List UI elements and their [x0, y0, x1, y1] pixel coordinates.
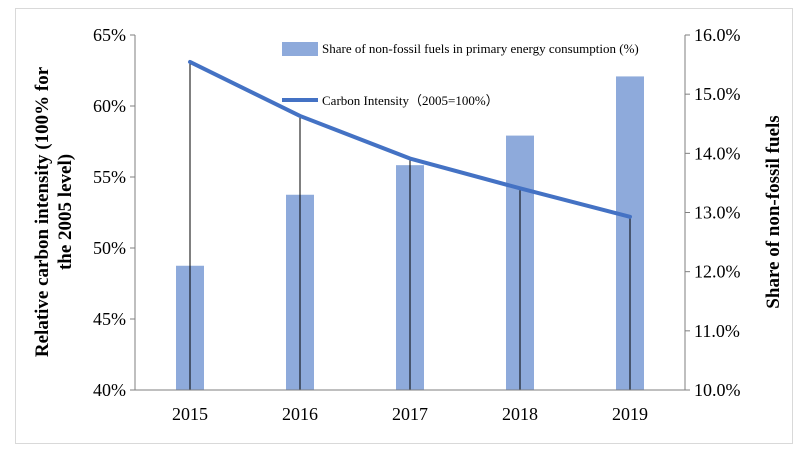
- y-right-tick-label: 10.0%: [694, 380, 741, 400]
- x-tick-label: 2019: [612, 404, 648, 424]
- legend: Share of non-fossil fuels in primary ene…: [282, 41, 639, 108]
- x-tick-label: 2018: [502, 404, 538, 424]
- y-right-tick-label: 12.0%: [694, 262, 741, 282]
- y-left-tick-label: 40%: [93, 380, 126, 400]
- y-right-tick-label: 15.0%: [694, 84, 741, 104]
- y-right-tick-label: 14.0%: [694, 143, 741, 163]
- axes-layer: 40% 45% 50% 55% 60% 65% 10.0% 11.0% 12.0% 13.0% 14…: [93, 25, 741, 424]
- line-point-2017: [409, 158, 411, 160]
- y-right-tick-label: 16.0%: [694, 25, 741, 45]
- line-layer: [188, 59, 632, 219]
- legend-swatch-bar: [282, 42, 318, 56]
- y-left-axis-title-line1: Relative carbon intensity (100% for: [32, 66, 53, 357]
- line-point-2018: [519, 187, 521, 189]
- y-left-tick-label: 45%: [93, 309, 126, 329]
- y-left-tick-label: 60%: [93, 96, 126, 116]
- line-point-2019: [629, 216, 631, 218]
- y-left-tick-label: 65%: [93, 25, 126, 45]
- y-left-tick-label: 50%: [93, 238, 126, 258]
- legend-label-line: Carbon Intensity（2005=100%）: [322, 93, 499, 108]
- y-right-axis-title: Share of non-fossil fuels: [763, 115, 784, 308]
- drop-lines-layer: [189, 61, 631, 390]
- y-left-tick-label: 55%: [93, 167, 126, 187]
- y-left-axis-title-line2: the 2005 level): [55, 154, 76, 270]
- legend-label-bar: Share of non-fossil fuels in primary ene…: [322, 41, 639, 56]
- x-tick-label: 2016: [282, 404, 318, 424]
- x-tick-label: 2015: [172, 404, 208, 424]
- y-right-tick-label: 11.0%: [694, 321, 740, 341]
- line-point-2016: [299, 115, 301, 117]
- x-tick-label: 2017: [392, 404, 428, 424]
- line-point-2015: [189, 61, 191, 63]
- y-right-tick-label: 13.0%: [694, 203, 741, 223]
